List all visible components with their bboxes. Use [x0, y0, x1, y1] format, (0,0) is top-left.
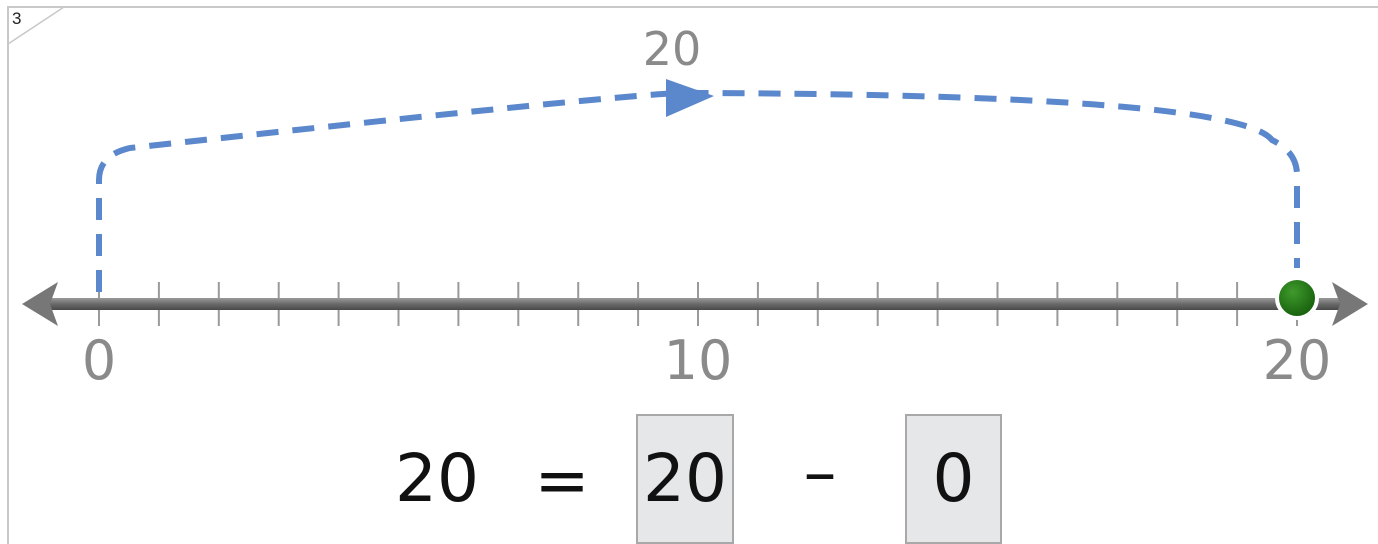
jump-arc — [96, 89, 1300, 292]
equals-sign: = — [534, 442, 590, 519]
label-0: 0 — [81, 329, 117, 392]
equation-left: 20 — [395, 440, 479, 517]
right-arrow-icon — [1332, 282, 1368, 326]
answer-box-2[interactable]: 0 — [905, 414, 1002, 544]
answer-box-1-value: 20 — [643, 440, 727, 517]
answer-box-2-value: 0 — [932, 440, 975, 517]
jump-label: 20 — [642, 22, 702, 76]
left-arrow-icon — [22, 282, 58, 326]
position-marker[interactable] — [1275, 276, 1319, 320]
jump-direction-arrow-icon — [666, 79, 714, 117]
answer-box-1[interactable]: 20 — [636, 414, 734, 544]
panel-frame — [7, 6, 1378, 544]
label-20: 20 — [1262, 329, 1332, 392]
minus-sign: – — [803, 434, 837, 511]
problem-number: 3 — [12, 9, 22, 28]
number-line-bar — [50, 298, 1340, 310]
label-10: 10 — [663, 329, 733, 392]
